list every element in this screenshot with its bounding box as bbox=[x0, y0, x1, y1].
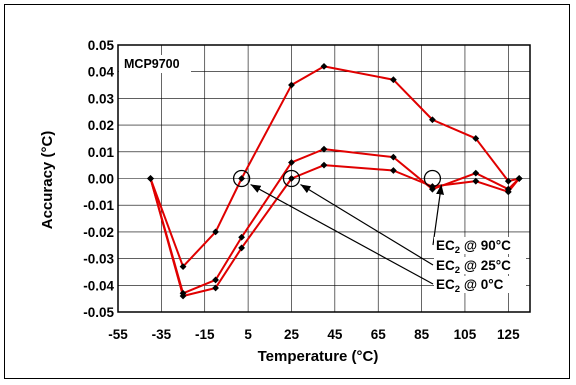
data-point bbox=[472, 169, 480, 177]
annotation-label: EC2 @ 0°C bbox=[436, 277, 504, 295]
x-tick-label: 85 bbox=[414, 327, 430, 342]
data-point bbox=[238, 233, 245, 241]
data-point bbox=[179, 263, 187, 271]
data-point bbox=[238, 244, 245, 252]
x-tick-label: -15 bbox=[195, 327, 215, 342]
data-point bbox=[212, 284, 219, 292]
annotation-arrow bbox=[432, 184, 445, 246]
x-tick-label: 45 bbox=[327, 327, 343, 342]
y-tick-label: -0.03 bbox=[83, 252, 114, 267]
data-point bbox=[472, 177, 480, 185]
data-point bbox=[288, 175, 295, 182]
y-tick-label: -0.01 bbox=[83, 198, 114, 213]
y-tick-label: 0.05 bbox=[88, 38, 115, 53]
data-point bbox=[320, 161, 328, 169]
series-group bbox=[147, 62, 523, 300]
x-tick-label: 125 bbox=[497, 327, 520, 342]
annotation-circle bbox=[282, 169, 301, 188]
data-point bbox=[147, 175, 154, 182]
x-tick-label: 5 bbox=[244, 327, 252, 342]
x-tick-label: 65 bbox=[371, 327, 387, 342]
annotation-bg bbox=[434, 237, 526, 254]
data-point bbox=[179, 292, 187, 300]
y-tick-labels: 0.05 0.04 0.03 0.02 0.01 0.00 -0.01 -0.02 -0.03 -… bbox=[83, 38, 114, 320]
annotation-arrows bbox=[232, 169, 445, 285]
data-point bbox=[288, 81, 295, 89]
annotation-arrow bbox=[250, 183, 434, 285]
y-axis-title: Accuracy (°C) bbox=[39, 131, 56, 230]
plot-border bbox=[117, 44, 531, 313]
x-tick-labels: -55 -35 -15 5 25 45 65 85 105 125 bbox=[108, 327, 520, 342]
data-point bbox=[472, 135, 480, 142]
x-tick-label: -35 bbox=[152, 327, 172, 342]
data-point bbox=[389, 167, 397, 174]
y-tick-label: -0.05 bbox=[83, 305, 114, 320]
annotation-label: EC2 @ 90°C bbox=[436, 238, 511, 256]
data-point bbox=[212, 276, 219, 284]
legend-box: MCP9700 bbox=[119, 55, 191, 73]
annotation-bg bbox=[434, 257, 526, 274]
data-point bbox=[515, 175, 523, 182]
x-tick-label: 105 bbox=[454, 327, 477, 342]
data-point bbox=[320, 145, 328, 153]
x-tick-label: -55 bbox=[108, 327, 128, 342]
annotation-arrow bbox=[300, 183, 434, 266]
data-point bbox=[238, 175, 245, 182]
data-point bbox=[504, 188, 512, 196]
data-point bbox=[288, 159, 295, 166]
annotation-circle bbox=[232, 169, 251, 188]
y-tick-label: -0.04 bbox=[83, 278, 114, 293]
y-tick-label: -0.02 bbox=[83, 225, 114, 240]
data-point bbox=[389, 76, 397, 84]
annotation-circle bbox=[423, 169, 442, 188]
x-tick-label: 25 bbox=[284, 327, 300, 342]
y-tick-label: 0.00 bbox=[88, 172, 114, 187]
data-point bbox=[212, 228, 219, 236]
chart-frame bbox=[4, 4, 570, 379]
legend-box-label: MCP9700 bbox=[124, 57, 180, 71]
data-point bbox=[320, 62, 328, 70]
y-tick-label: 0.01 bbox=[88, 145, 115, 160]
annotation-bg bbox=[434, 276, 526, 293]
data-point bbox=[389, 153, 397, 161]
y-tick-label: 0.03 bbox=[88, 91, 115, 106]
y-tick-label: 0.02 bbox=[88, 118, 114, 133]
data-point bbox=[429, 116, 436, 124]
x-axis-title: Temperature (°C) bbox=[258, 348, 379, 365]
data-point bbox=[504, 177, 512, 185]
annotation-label: EC2 @ 25°C bbox=[436, 258, 511, 276]
y-tick-label: 0.04 bbox=[88, 65, 115, 80]
